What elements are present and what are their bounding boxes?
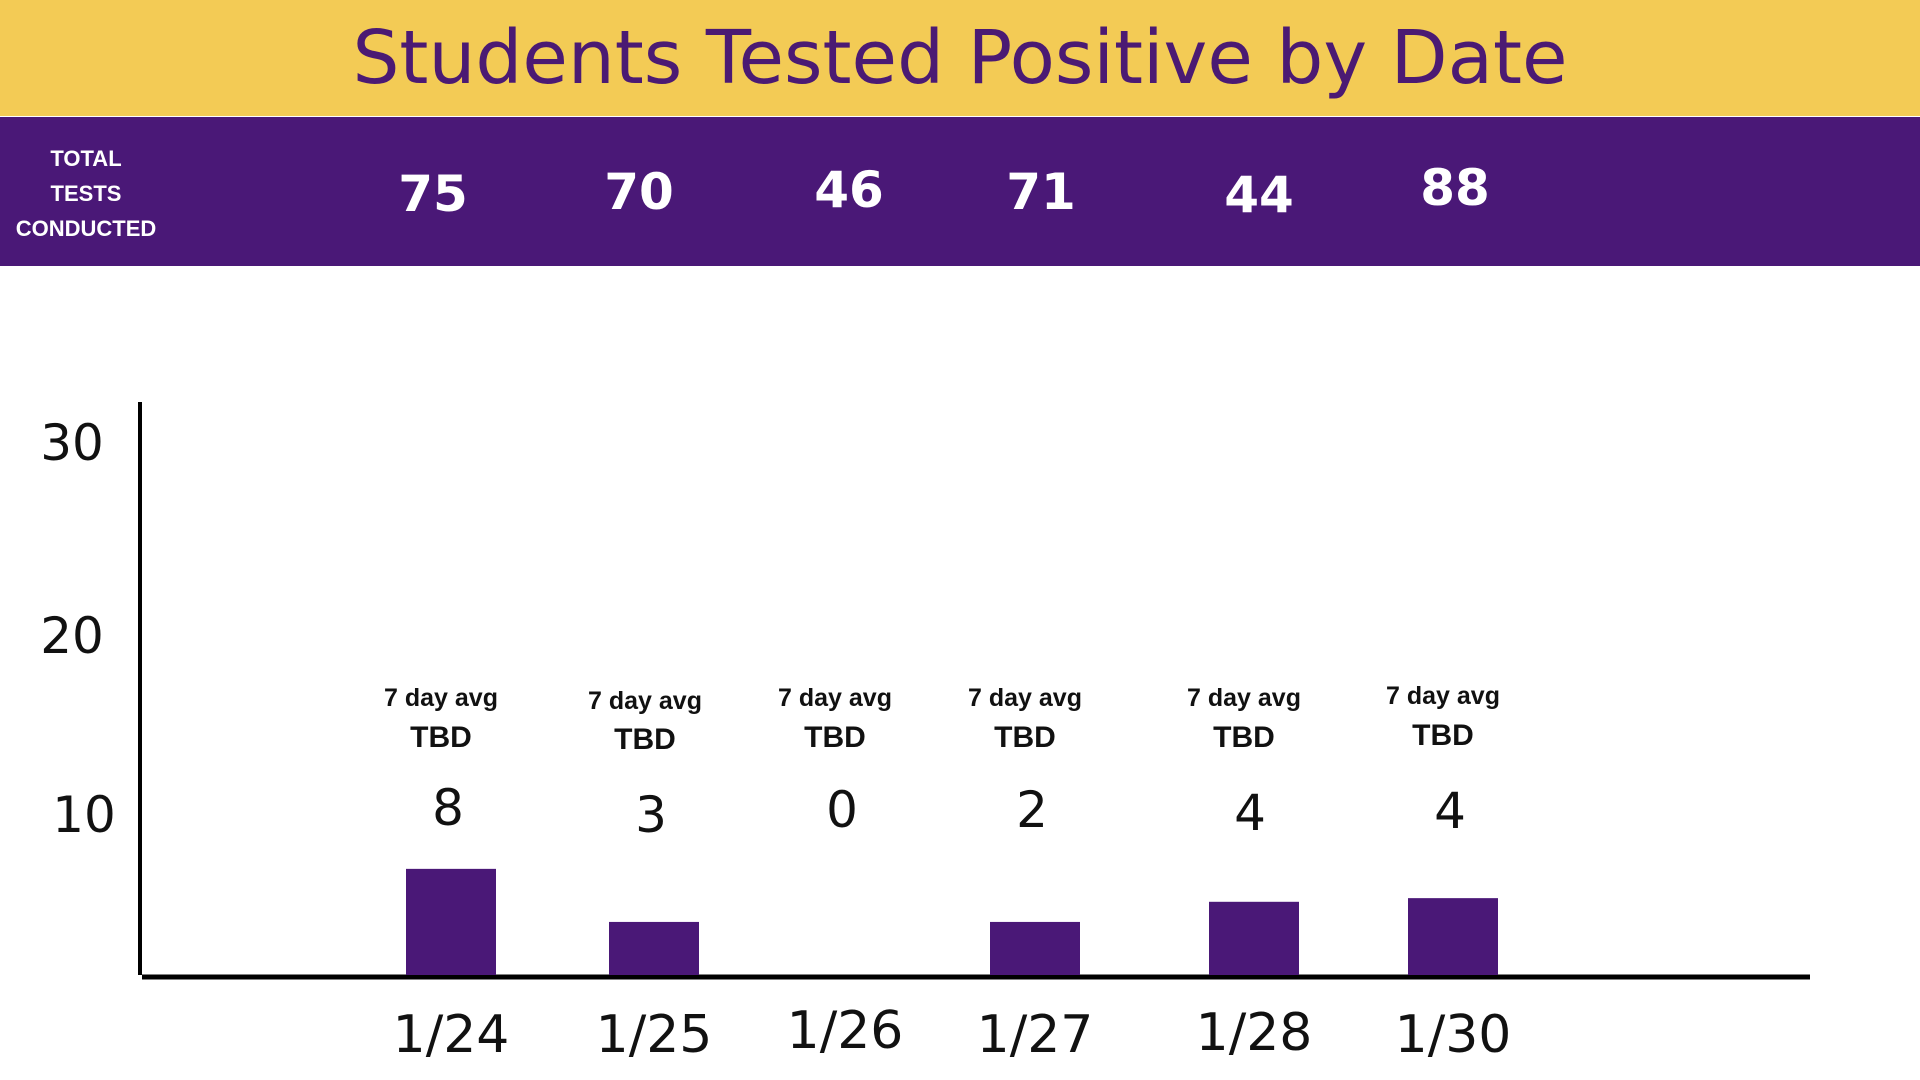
data-label: 4 (1234, 784, 1266, 842)
total-tests-label: TOTAL TESTS CONDUCTED (0, 141, 172, 246)
bar (1209, 901, 1299, 975)
total-tests-banner: TOTAL TESTS CONDUCTED 75 70 46 71 44 88 (0, 117, 1920, 266)
total-tests-value: 46 (814, 161, 884, 219)
x-tick-label: 1/26 (787, 1001, 904, 1061)
total-tests-value: 88 (1420, 159, 1490, 217)
bar (990, 921, 1080, 975)
avg-label: 7 day avg (384, 684, 498, 712)
avg-label: 7 day avg (968, 684, 1082, 712)
y-tick-label: 10 (52, 786, 116, 844)
avg-value: TBD (994, 721, 1056, 754)
total-tests-value: 70 (604, 163, 674, 221)
avg-value: TBD (1213, 721, 1275, 754)
total-tests-label-line: TESTS (50, 181, 122, 206)
total-tests-value: 75 (398, 165, 468, 223)
data-label: 4 (1434, 782, 1466, 840)
y-tick-label: 30 (40, 414, 104, 472)
bar (406, 868, 496, 975)
total-tests-label-line: CONDUCTED (15, 216, 157, 241)
avg-value: TBD (804, 721, 866, 754)
data-label: 3 (635, 786, 667, 844)
total-tests-value: 71 (1006, 163, 1076, 221)
avg-label: 7 day avg (588, 687, 702, 715)
avg-label: 7 day avg (1187, 684, 1301, 712)
total-tests-label-line: TOTAL (50, 146, 122, 171)
x-tick-label: 1/30 (1395, 1005, 1512, 1065)
x-tick-label: 1/24 (393, 1005, 510, 1065)
total-tests-value: 44 (1224, 166, 1294, 224)
title-banner (0, 0, 1920, 116)
data-label: 2 (1016, 781, 1048, 839)
chart-title: Students Tested Positive by Date (352, 15, 1568, 101)
data-label: 0 (826, 781, 858, 839)
y-tick-label: 20 (40, 607, 104, 665)
bar (1408, 898, 1498, 975)
bar (609, 921, 699, 975)
x-tick-label: 1/28 (1196, 1003, 1313, 1063)
avg-value: TBD (614, 723, 676, 756)
avg-value: TBD (410, 721, 472, 754)
avg-value: TBD (1412, 719, 1474, 752)
x-tick-label: 1/25 (596, 1005, 713, 1065)
x-tick-label: 1/27 (977, 1005, 1094, 1065)
avg-label: 7 day avg (1386, 682, 1500, 710)
avg-label: 7 day avg (778, 684, 892, 712)
data-label: 8 (432, 779, 464, 837)
